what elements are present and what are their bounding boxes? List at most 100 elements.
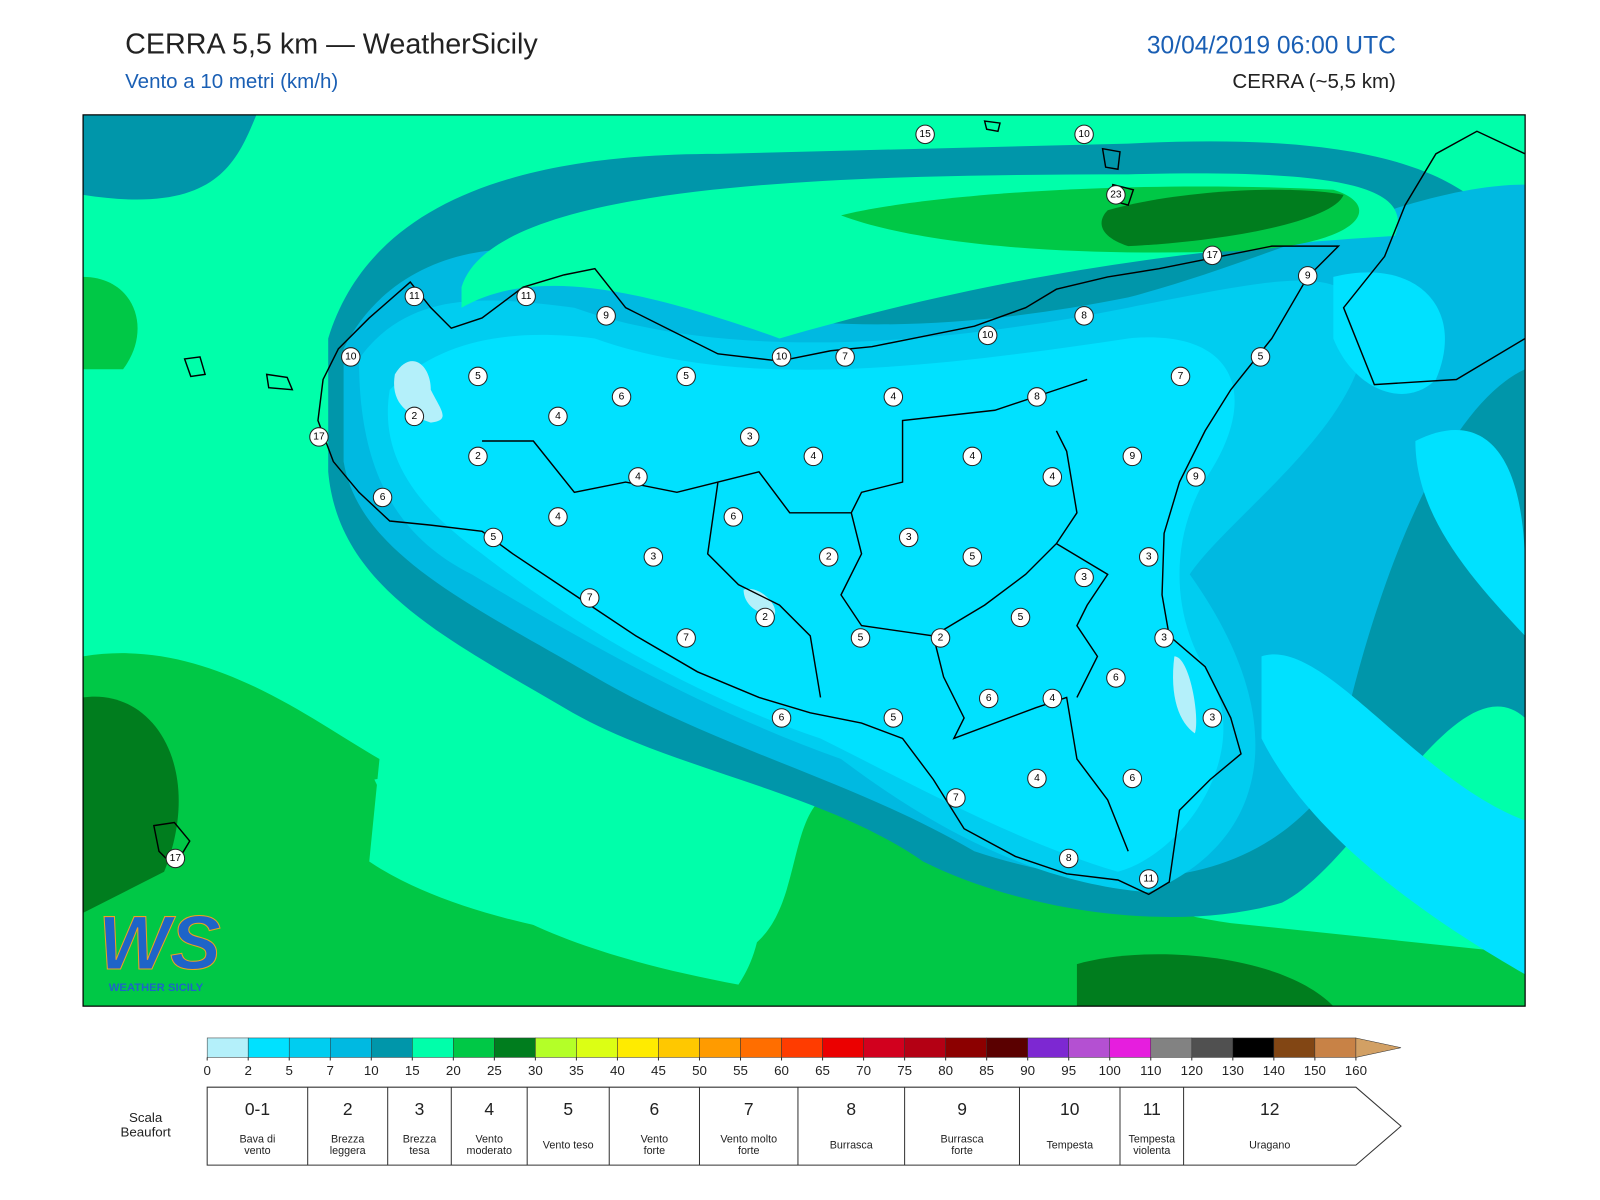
station-value: 3 [1161, 632, 1167, 643]
station-value: 9 [1193, 471, 1199, 482]
station-value: 3 [906, 532, 912, 543]
station-value: 7 [953, 792, 959, 803]
colorbar-tick-label: 75 [897, 1063, 912, 1078]
station-marker [803, 446, 824, 467]
station-marker [771, 347, 792, 367]
beaufort-name: forte [738, 1145, 760, 1157]
station-value: 4 [1049, 693, 1055, 704]
station-marker [309, 427, 329, 447]
colorbar-tick-label: 35 [569, 1063, 584, 1078]
beaufort-force: 11 [1143, 1099, 1161, 1119]
station-value: 17 [1207, 250, 1219, 261]
station-marker [1202, 245, 1223, 266]
colorbar-segment [945, 1037, 987, 1058]
station-value: 5 [858, 632, 864, 643]
colorbar-segment [781, 1037, 823, 1058]
beaufort-force: 5 [563, 1099, 573, 1119]
station-marker [611, 387, 632, 407]
station-value: 3 [1146, 551, 1152, 562]
station-marker [1154, 628, 1174, 648]
beaufort-force: 8 [846, 1099, 856, 1119]
colorbar-segment [863, 1037, 905, 1058]
beaufort-name: tesa [409, 1145, 429, 1157]
colorbar-extend [1355, 1037, 1402, 1058]
station-value: 2 [762, 612, 768, 623]
colorbar-segment [329, 1037, 372, 1058]
station-marker [898, 527, 919, 548]
colorbar-tick-label: 90 [1020, 1063, 1035, 1078]
station-value: 10 [345, 351, 357, 362]
title: CERRA 5,5 km — WeatherSicily [125, 28, 538, 60]
station-marker [771, 708, 792, 728]
colorbar-segment [1191, 1037, 1234, 1058]
colorbar-segment [1314, 1037, 1357, 1058]
beaufort-force: 7 [744, 1099, 754, 1119]
colorbar-segment [1027, 1037, 1069, 1058]
station-marker [1058, 848, 1079, 869]
colorbar-tick-label: 65 [815, 1063, 830, 1078]
colorbar-tick-label: 160 [1345, 1063, 1367, 1078]
colorbar-tick-label: 45 [651, 1063, 666, 1078]
colorbar-tick-label: 40 [610, 1063, 625, 1078]
colorbar-segment [494, 1037, 536, 1058]
station-marker [835, 347, 855, 367]
colorbar-segment [658, 1037, 700, 1058]
station-value: 5 [683, 371, 689, 382]
colorbar-tick-label: 15 [405, 1063, 420, 1078]
logo-text: WEATHER SICILY [109, 982, 204, 994]
logo: WS WEATHER SICILY [98, 901, 221, 994]
station-marker [977, 325, 998, 346]
station-marker [1027, 768, 1047, 789]
colorbar-segment [822, 1037, 864, 1058]
map-field [83, 114, 1526, 1007]
colorbar-tick-label: 30 [528, 1063, 543, 1078]
colorbar-tick-label: 2 [244, 1063, 251, 1078]
colorbar-segment [535, 1037, 577, 1058]
station-marker [1202, 708, 1223, 728]
station-marker [596, 306, 616, 326]
station-marker [755, 607, 775, 628]
station-marker [676, 366, 696, 387]
colorbar-tick-label: 0 [203, 1063, 210, 1078]
colorbar-tick-label: 50 [692, 1063, 707, 1078]
station-marker [946, 788, 966, 808]
beaufort-name: Tempesta [1128, 1134, 1175, 1146]
colorbar-tick-label: 60 [774, 1063, 789, 1078]
station-marker [483, 527, 504, 548]
station-marker [1106, 185, 1126, 205]
station-value: 6 [619, 391, 625, 402]
station-marker [962, 446, 983, 467]
station-value: 3 [650, 551, 656, 562]
logo-mark: WS [98, 901, 220, 986]
colorbar-tick-label: 5 [286, 1063, 293, 1078]
station-value: 4 [1049, 471, 1055, 482]
station-marker [818, 547, 839, 567]
beaufort-name: Burrasca [941, 1134, 984, 1146]
beaufort-label: Beaufort [120, 1124, 171, 1139]
station-value: 5 [890, 712, 896, 723]
station-value: 8 [1066, 853, 1072, 864]
station-value: 10 [982, 330, 994, 341]
station-marker [643, 547, 664, 567]
colorbar-segment [576, 1037, 618, 1058]
station-value: 6 [1129, 773, 1135, 784]
station-marker [1042, 688, 1063, 709]
station-marker [1122, 768, 1143, 789]
station-value: 8 [1081, 310, 1087, 321]
station-marker [1010, 607, 1031, 628]
colorbar-tick-label: 120 [1181, 1063, 1203, 1078]
station-value: 6 [1113, 672, 1119, 683]
station-marker [883, 387, 904, 407]
colorbar-tick-label: 150 [1304, 1063, 1326, 1078]
station-value: 9 [1305, 270, 1311, 281]
station-value: 4 [1034, 773, 1040, 784]
colorbar-tick-label: 10 [364, 1063, 379, 1078]
station-value: 17 [313, 431, 325, 442]
colorbar: 0 2 5 7 10 15 20 25 30 35 40 45 50 55 60 65 70 75 80 85 90 95… [203, 1037, 1402, 1078]
station-value: 17 [170, 853, 182, 864]
station-marker [628, 467, 648, 487]
station-marker [372, 487, 393, 508]
colorbar-tick-label: 25 [487, 1063, 502, 1078]
station-marker [676, 628, 696, 648]
